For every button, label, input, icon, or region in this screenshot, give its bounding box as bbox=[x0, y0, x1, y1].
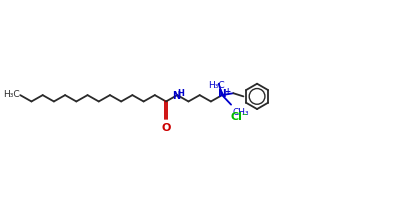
Text: N: N bbox=[172, 91, 180, 101]
Text: Cl⁻: Cl⁻ bbox=[231, 112, 248, 122]
Text: H₃C: H₃C bbox=[208, 81, 225, 90]
Text: H₃C: H₃C bbox=[3, 90, 19, 99]
Text: H: H bbox=[178, 89, 184, 98]
Text: +: + bbox=[224, 87, 230, 96]
Text: O: O bbox=[161, 123, 171, 133]
Text: N: N bbox=[218, 89, 226, 99]
Text: CH₃: CH₃ bbox=[232, 108, 249, 117]
